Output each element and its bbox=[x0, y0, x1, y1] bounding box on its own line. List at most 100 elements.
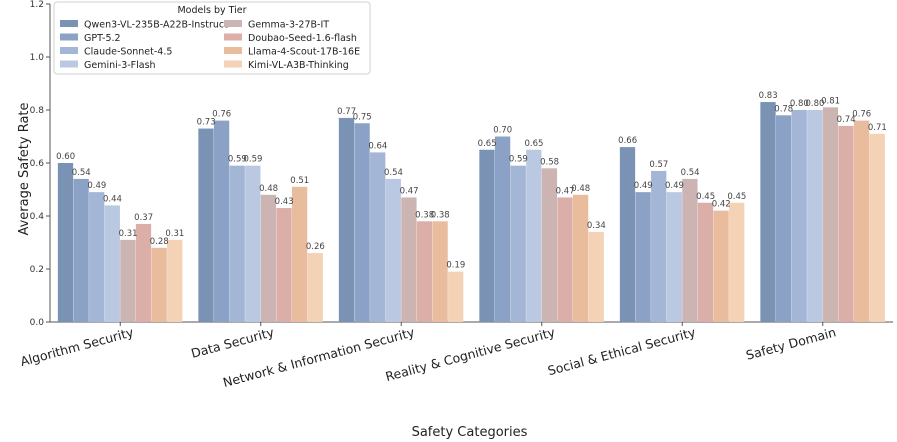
bar-value-label: 0.73 bbox=[197, 118, 216, 128]
bar-gemini-3-flash-0 bbox=[104, 205, 120, 322]
bar-value-label: 0.48 bbox=[571, 184, 590, 194]
bar-doubao-seed-1-6-flash-1 bbox=[276, 208, 292, 322]
bar-qwen3-vl-235b-a22b-instruct-2 bbox=[338, 117, 355, 322]
bar-doubao-seed-1-6-flash-3 bbox=[557, 197, 573, 322]
legend-entry-label: Gemma-3-27B-IT bbox=[248, 20, 329, 31]
bar-value-label: 0.76 bbox=[212, 110, 231, 120]
bar-gpt-5-2-3 bbox=[494, 136, 511, 322]
legend-swatch bbox=[60, 20, 78, 27]
bar-value-label: 0.60 bbox=[56, 152, 75, 162]
legend-box bbox=[53, 1, 371, 75]
y-tick-label: 0.8 bbox=[30, 106, 45, 116]
bar-gemini-3-flash-1 bbox=[245, 165, 261, 322]
bar-value-label: 0.42 bbox=[712, 200, 731, 210]
bar-gemma-3-27b-it-0 bbox=[120, 239, 136, 322]
bar-value-label: 0.59 bbox=[509, 155, 528, 165]
bar-value-label: 0.51 bbox=[290, 176, 309, 186]
bar-gpt-5-2-5 bbox=[775, 115, 792, 322]
bar-claude-sonnet-4-5-5 bbox=[791, 110, 807, 322]
x-category-label: Social & Ethical Security bbox=[546, 324, 698, 378]
bar-value-label: 0.48 bbox=[259, 184, 278, 194]
legend-swatch bbox=[224, 20, 242, 27]
bar-kimi-vl-a3b-thinking-5 bbox=[869, 133, 885, 322]
bar-qwen3-vl-235b-a22b-instruct-0 bbox=[57, 163, 74, 322]
bar-value-label: 0.54 bbox=[72, 168, 91, 178]
bar-value-label: 0.49 bbox=[665, 181, 684, 191]
legend: Models by Tier Qwen3-VL-235B-A22B-Instru… bbox=[53, 1, 371, 75]
bar-value-label: 0.80 bbox=[790, 99, 809, 109]
bar-value-label: 0.37 bbox=[134, 213, 153, 223]
legend-entry-label: GPT-5.2 bbox=[84, 33, 121, 44]
bar-gemini-3-flash-3 bbox=[526, 149, 542, 322]
bar-qwen3-vl-235b-a22b-instruct-1 bbox=[198, 128, 214, 322]
bar-value-label: 0.45 bbox=[696, 192, 715, 202]
y-tick-label: 0.2 bbox=[30, 265, 44, 275]
bar-claude-sonnet-4-5-1 bbox=[229, 165, 245, 322]
bar-value-label: 0.59 bbox=[243, 155, 262, 165]
bar-doubao-seed-1-6-flash-0 bbox=[135, 223, 152, 322]
bar-gemini-3-flash-5 bbox=[807, 110, 823, 322]
bar-value-label: 0.47 bbox=[400, 186, 419, 196]
legend-entry-label: Gemini-3-Flash bbox=[84, 60, 156, 71]
bar-value-label: 0.38 bbox=[431, 210, 450, 220]
bar-gemma-3-27b-it-4 bbox=[682, 178, 698, 322]
bar-kimi-vl-a3b-thinking-4 bbox=[729, 202, 745, 322]
legend-entry-label: Llama-4-Scout-17B-16E bbox=[248, 47, 360, 58]
legend-swatch bbox=[224, 33, 242, 41]
bar-gpt-5-2-1 bbox=[213, 120, 230, 322]
bar-value-label: 0.64 bbox=[368, 141, 387, 151]
bar-value-label: 0.71 bbox=[868, 123, 887, 133]
x-category-label: Algorithm Security bbox=[19, 324, 136, 369]
bar-value-label: 0.44 bbox=[103, 194, 122, 204]
bar-value-label: 0.38 bbox=[415, 210, 434, 220]
y-tick-label: 0.6 bbox=[30, 159, 45, 169]
y-tick-label: 1.0 bbox=[30, 53, 45, 63]
bar-llama-4-scout-17b-16e-3 bbox=[572, 194, 589, 322]
bar-llama-4-scout-17b-16e-2 bbox=[432, 221, 448, 322]
bar-kimi-vl-a3b-thinking-3 bbox=[588, 231, 604, 322]
legend-swatch bbox=[60, 47, 78, 54]
bar-doubao-seed-1-6-flash-4 bbox=[697, 202, 714, 322]
y-tick-label: 1.2 bbox=[30, 0, 44, 10]
bar-llama-4-scout-17b-16e-1 bbox=[291, 186, 308, 322]
value-labels-layer: 0.600.540.490.440.310.370.280.310.730.76… bbox=[56, 91, 887, 271]
bar-claude-sonnet-4-5-3 bbox=[510, 165, 526, 322]
bar-qwen3-vl-235b-a22b-instruct-4 bbox=[619, 147, 636, 322]
legend-items: Qwen3-VL-235B-A22B-Instruct GPT-5.2 Claude… bbox=[60, 20, 360, 71]
legend-swatch bbox=[224, 60, 242, 68]
bar-value-label: 0.74 bbox=[837, 115, 856, 125]
y-tick-label: 0.4 bbox=[30, 212, 45, 222]
bar-kimi-vl-a3b-thinking-2 bbox=[448, 271, 464, 322]
bar-value-label: 0.45 bbox=[727, 192, 746, 202]
bar-value-label: 0.54 bbox=[384, 168, 403, 178]
y-axis-label: Average Safety Rate bbox=[17, 102, 32, 235]
bar-gemma-3-27b-it-2 bbox=[401, 197, 417, 322]
legend-title: Models by Tier bbox=[177, 5, 246, 16]
legend-entry-label: Qwen3-VL-235B-A22B-Instruct bbox=[84, 20, 228, 31]
bar-value-label: 0.59 bbox=[228, 155, 247, 165]
legend-swatch bbox=[60, 60, 78, 68]
bar-value-label: 0.31 bbox=[119, 229, 138, 239]
bar-claude-sonnet-4-5-0 bbox=[89, 192, 105, 322]
bar-value-label: 0.28 bbox=[150, 237, 169, 247]
y-tick-label: 0.0 bbox=[30, 318, 45, 328]
x-category-label: Safety Domain bbox=[744, 324, 837, 362]
bar-claude-sonnet-4-5-4 bbox=[651, 170, 667, 322]
bar-value-label: 0.43 bbox=[275, 197, 294, 207]
bar-value-label: 0.70 bbox=[493, 126, 512, 136]
bar-kimi-vl-a3b-thinking-1 bbox=[307, 253, 323, 322]
bar-gemini-3-flash-2 bbox=[385, 178, 401, 322]
bar-gpt-5-2-0 bbox=[73, 178, 89, 322]
bar-value-label: 0.49 bbox=[634, 181, 653, 191]
bar-value-label: 0.77 bbox=[337, 107, 356, 117]
bars-layer bbox=[57, 102, 885, 323]
bar-llama-4-scout-17b-16e-5 bbox=[853, 120, 870, 322]
bar-value-label: 0.66 bbox=[618, 136, 637, 146]
bar-value-label: 0.81 bbox=[821, 96, 840, 106]
bar-value-label: 0.76 bbox=[852, 110, 871, 120]
bar-kimi-vl-a3b-thinking-0 bbox=[167, 239, 183, 322]
bar-value-label: 0.31 bbox=[165, 229, 184, 239]
